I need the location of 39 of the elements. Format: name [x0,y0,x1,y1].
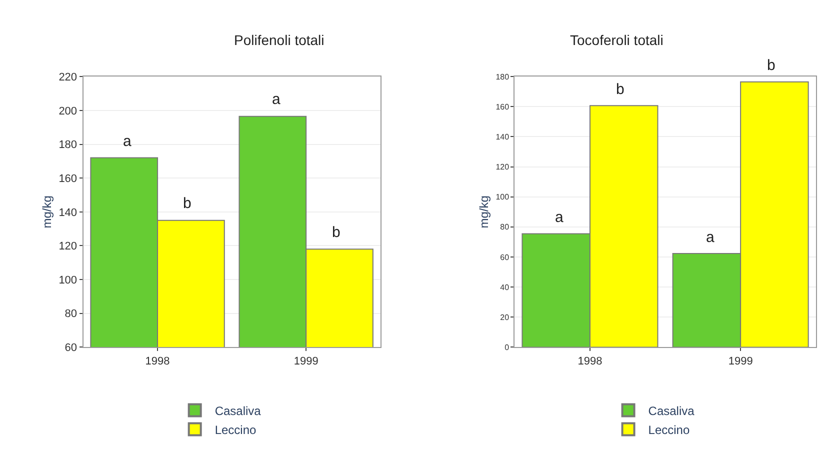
y-tick-label: 140 [58,206,78,219]
x-tick-label: 1999 [294,355,318,368]
y-tick-label: 180 [496,72,510,82]
annotation: a [272,91,281,108]
annotation: b [767,57,776,74]
y-tick-label: 140 [496,132,510,142]
legend-label: Leccino [648,422,690,437]
y-tick-label: 160 [58,172,78,185]
x-tick-label: 1998 [578,355,602,368]
y-tick-label: 200 [58,105,78,118]
y-tick-label: 0 [504,343,510,352]
annotation: a [123,133,132,150]
annotation: b [616,81,624,98]
legend-label: Casaliva [214,404,262,418]
y-tick-label: 100 [496,192,510,202]
y-axis-title: mg/kg [40,196,54,228]
y-tick-label: 40 [500,282,510,292]
annotation: a [555,209,564,226]
legend-label: Leccino [214,422,257,437]
y-tick-label: 120 [496,162,510,172]
x-tick-label: 1999 [728,355,753,368]
y-tick-label: 20 [500,312,510,322]
annotation: b [332,224,340,241]
y-tick-label: 120 [58,240,78,253]
y-tick-label: 160 [496,102,510,112]
annotation: b [183,195,192,212]
y-tick-label: 220 [58,71,78,84]
y-tick-label: 60 [500,252,510,262]
y-tick-label: 80 [500,222,510,232]
x-tick-label: 1998 [145,355,170,368]
y-tick-label: 80 [64,308,78,320]
y-tick-label: 180 [58,139,78,152]
legend-label: Casaliva [648,404,695,418]
annotation: a [706,229,715,246]
chart-title: Polifenoli totali [234,32,324,48]
y-tick-label: 60 [64,342,78,354]
y-axis-title: mg/kg [477,196,492,228]
chart-title: Tocoferoli totali [570,32,664,48]
y-tick-label: 100 [58,274,78,286]
